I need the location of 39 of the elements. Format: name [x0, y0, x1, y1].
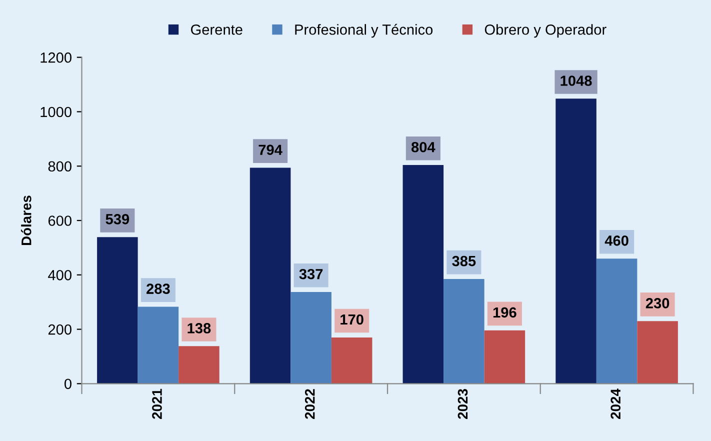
x-tick-label: 2023: [458, 389, 468, 419]
legend-label: Profesional y Técnico: [295, 24, 433, 38]
data-label: 283: [146, 284, 170, 294]
data-label: 138: [188, 323, 211, 334]
x-tick-label: 2021: [152, 388, 162, 419]
y-tick-label: 1200: [40, 52, 72, 63]
y-tick-label: 0: [64, 378, 72, 390]
bar: [402, 165, 444, 384]
data-label: 230: [646, 298, 670, 308]
y-tick-label: 400: [48, 270, 72, 280]
legend-label: Gerente: [191, 24, 242, 35]
data-label: 794: [258, 144, 282, 155]
y-tick-label: 1000: [40, 106, 72, 118]
bar: [444, 278, 484, 384]
y-tick-label: 600: [48, 216, 72, 226]
data-label: 385: [452, 256, 476, 266]
legend-label: Obrero y Operador: [484, 24, 606, 38]
bar: [97, 237, 138, 384]
data-label: 804: [411, 142, 436, 152]
data-label: 196: [493, 307, 516, 318]
bar: [556, 98, 596, 384]
data-label: 539: [106, 214, 130, 224]
bar: [138, 306, 179, 384]
bar: [178, 346, 220, 384]
data-label: 337: [299, 268, 323, 280]
bar: [290, 292, 332, 384]
bar: [484, 330, 526, 384]
x-tick-label: 2022: [304, 389, 315, 419]
x-tick-label: 2024: [610, 388, 621, 419]
data-label: 170: [340, 314, 364, 325]
data-label: 1048: [560, 76, 592, 86]
bar: [250, 168, 291, 384]
y-axis-title: Dólares: [20, 196, 32, 246]
y-tick-label: 800: [48, 161, 72, 172]
bar: [596, 258, 638, 384]
bar: [331, 337, 372, 384]
bar: [637, 321, 678, 384]
y-tick-label: 200: [48, 324, 72, 335]
data-label: 460: [604, 235, 628, 246]
